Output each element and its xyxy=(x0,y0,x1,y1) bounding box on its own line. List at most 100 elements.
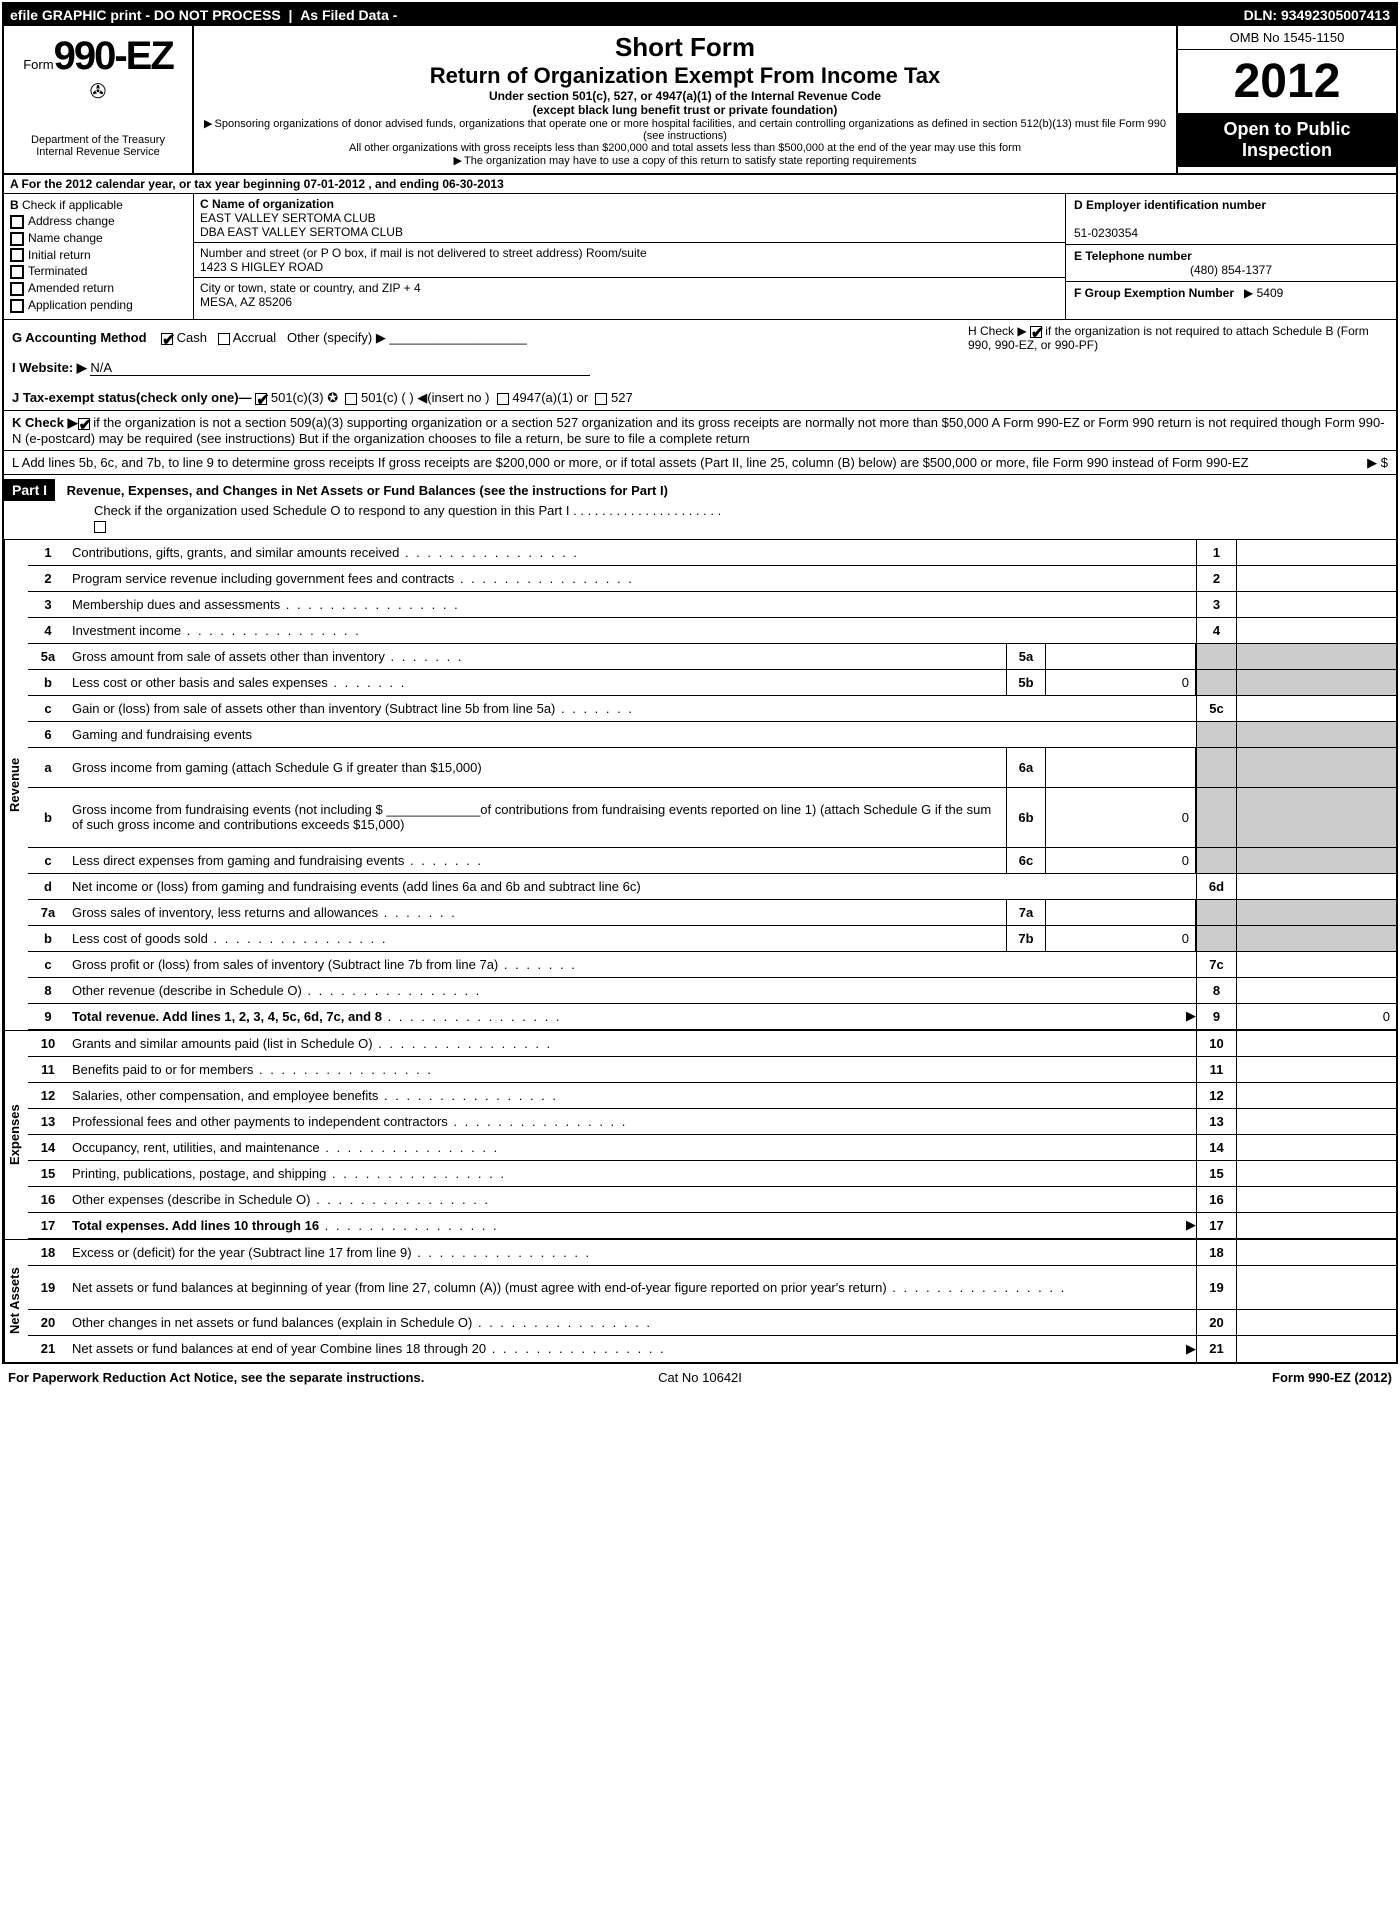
footer-center: Cat No 10642I xyxy=(469,1370,930,1385)
accrual: Accrual xyxy=(233,330,276,345)
chk-amended[interactable] xyxy=(10,282,24,296)
b-label: B xyxy=(10,198,19,212)
row-6c: Less direct expenses from gaming and fun… xyxy=(68,851,1006,870)
footer: For Paperwork Reduction Act Notice, see … xyxy=(0,1366,1400,1389)
side-netassets: Net Assets xyxy=(4,1240,28,1362)
chk-initial[interactable] xyxy=(10,248,24,262)
part1-title: Revenue, Expenses, and Changes in Net As… xyxy=(59,483,668,498)
row-20: Other changes in net assets or fund bala… xyxy=(68,1313,1196,1332)
sub1: Under section 501(c), 527, or 4947(a)(1)… xyxy=(204,89,1166,103)
k-label: K Check ▶ xyxy=(12,415,78,430)
row-2: Program service revenue including govern… xyxy=(68,569,1196,588)
tax-year: 2012 xyxy=(1178,50,1396,113)
topbar: efile GRAPHIC print - DO NOT PROCESS | A… xyxy=(4,4,1396,26)
chk-app-pending[interactable] xyxy=(10,299,24,313)
row-11: Benefits paid to or for members xyxy=(68,1060,1196,1079)
part1-label: Part I xyxy=(4,479,55,501)
form-prefix: Form xyxy=(23,57,53,72)
street-label: Number and street (or P O box, if mail i… xyxy=(200,246,647,260)
val-7b: 0 xyxy=(1046,926,1196,951)
val-5b: 0 xyxy=(1046,670,1196,695)
side-revenue: Revenue xyxy=(4,540,28,1030)
line-h: H Check ▶ if the organization is not req… xyxy=(968,324,1388,406)
chk-schedule-b[interactable] xyxy=(1030,326,1042,338)
short-form: Short Form xyxy=(204,32,1166,63)
col-b: B Check if applicable Address change Nam… xyxy=(4,194,194,319)
col-c: C Name of organization EAST VALLEY SERTO… xyxy=(194,194,1066,319)
amended: Amended return xyxy=(28,281,114,295)
app-pending: Application pending xyxy=(28,298,133,312)
form-number: 990-EZ xyxy=(54,34,173,78)
part1-header: Part I Revenue, Expenses, and Changes in… xyxy=(4,475,1396,540)
city: MESA, AZ 85206 xyxy=(200,295,292,309)
g-label: G Accounting Method xyxy=(12,330,147,345)
row-10: Grants and similar amounts paid (list in… xyxy=(68,1034,1196,1053)
row-1: Contributions, gifts, grants, and simila… xyxy=(68,543,1196,562)
chk-schedule-o[interactable] xyxy=(94,521,106,533)
val-9: 0 xyxy=(1236,1004,1396,1029)
org-name: EAST VALLEY SERTOMA CLUB xyxy=(200,211,376,225)
chk-accrual[interactable] xyxy=(218,333,230,345)
row-14: Occupancy, rent, utilities, and maintena… xyxy=(68,1138,1196,1157)
row-9: Total revenue. Add lines 1, 2, 3, 4, 5c,… xyxy=(72,1009,382,1024)
check-applicable: Check if applicable xyxy=(22,198,123,212)
row-5c: Gain or (loss) from sale of assets other… xyxy=(68,699,1196,718)
4947: 4947(a)(1) or xyxy=(512,390,588,405)
chk-527[interactable] xyxy=(595,393,607,405)
netassets-section: Net Assets 18Excess or (deficit) for the… xyxy=(4,1239,1396,1362)
j-label: J Tax-exempt status(check only one)— xyxy=(12,390,252,405)
chk-terminated[interactable] xyxy=(10,265,24,279)
dept: Department of the Treasury xyxy=(12,134,184,146)
l-text: L Add lines 5b, 6c, and 7b, to line 9 to… xyxy=(12,455,1249,470)
side-expenses: Expenses xyxy=(4,1031,28,1239)
terminated: Terminated xyxy=(28,264,87,278)
header-right: OMB No 1545-1150 2012 Open to Public Ins… xyxy=(1176,26,1396,173)
chk-501c3[interactable] xyxy=(255,393,267,405)
line-ghi: G Accounting Method Cash Accrual Other (… xyxy=(4,320,1396,410)
header-center: Short Form Return of Organization Exempt… xyxy=(194,26,1176,173)
val-6b: 0 xyxy=(1046,788,1196,847)
chk-cash[interactable] xyxy=(161,333,173,345)
ein: 51-0230354 xyxy=(1074,226,1138,240)
row-18: Excess or (deficit) for the year (Subtra… xyxy=(68,1243,1196,1262)
initial-return: Initial return xyxy=(28,248,91,262)
cash: Cash xyxy=(177,330,207,345)
city-label: City or town, state or country, and ZIP … xyxy=(200,281,421,295)
527: 527 xyxy=(611,390,633,405)
website: N/A xyxy=(90,360,112,375)
address-change: Address change xyxy=(28,214,115,228)
h-text1: H Check ▶ xyxy=(968,324,1027,338)
chk-k[interactable] xyxy=(78,418,90,430)
c-name-label: C Name of organization xyxy=(200,197,334,211)
row-6a: Gross income from gaming (attach Schedul… xyxy=(68,758,1006,777)
line-l: L Add lines 5b, 6c, and 7b, to line 9 to… xyxy=(4,451,1396,475)
row-6b: Gross income from fundraising events (no… xyxy=(68,800,1006,834)
header: Form990-EZ ✇ Department of the Treasury … xyxy=(4,26,1396,175)
k-text: if the organization is not a section 509… xyxy=(12,415,1385,446)
row-5a: Gross amount from sale of assets other t… xyxy=(68,647,1006,666)
part1-check-text: Check if the organization used Schedule … xyxy=(94,503,721,518)
irs: Internal Revenue Service xyxy=(12,146,184,158)
asfiled-text: As Filed Data - xyxy=(300,7,397,23)
l-arrow: ▶ $ xyxy=(1367,455,1388,471)
501c: 501(c) ( ) ◀(insert no ) xyxy=(361,390,489,405)
chk-address-change[interactable] xyxy=(10,215,24,229)
name-change: Name change xyxy=(28,231,103,245)
chk-501c[interactable] xyxy=(345,393,357,405)
row-6: Gaming and fundraising events xyxy=(68,725,1196,744)
row-15: Printing, publications, postage, and shi… xyxy=(68,1164,1196,1183)
chk-4947[interactable] xyxy=(497,393,509,405)
other-specify: Other (specify) xyxy=(287,330,372,345)
chk-name-change[interactable] xyxy=(10,232,24,246)
row-8: Other revenue (describe in Schedule O) xyxy=(68,981,1196,1000)
501c3: 501(c)(3) xyxy=(271,390,324,405)
col-def: D Employer identification number 51-0230… xyxy=(1066,194,1396,319)
footer-left: For Paperwork Reduction Act Notice, see … xyxy=(8,1370,469,1385)
row-13: Professional fees and other payments to … xyxy=(68,1112,1196,1131)
row-5b: Less cost or other basis and sales expen… xyxy=(68,673,1006,692)
f-label: F Group Exemption Number xyxy=(1074,286,1234,300)
h-text2: if the organization is not required to a… xyxy=(968,324,1369,352)
group-exemption: 5409 xyxy=(1257,286,1284,300)
expenses-section: Expenses 10Grants and similar amounts pa… xyxy=(4,1030,1396,1239)
row-7a: Gross sales of inventory, less returns a… xyxy=(68,903,1006,922)
